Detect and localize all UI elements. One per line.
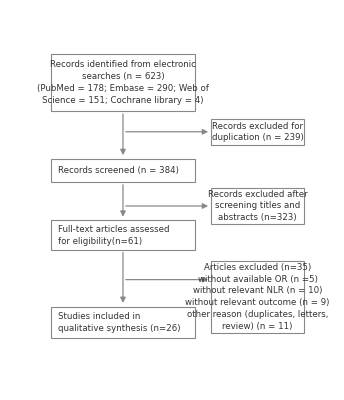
Text: Records identified from electronic
searches (n = 623)
(PubMed = 178; Embase = 29: Records identified from electronic searc… <box>37 60 209 105</box>
FancyBboxPatch shape <box>51 159 195 182</box>
FancyBboxPatch shape <box>51 307 195 338</box>
FancyBboxPatch shape <box>51 220 195 250</box>
Text: Studies included in
qualitative synthesis (n=26): Studies included in qualitative synthesi… <box>58 312 180 332</box>
Text: Records screened (n = 384): Records screened (n = 384) <box>58 166 179 175</box>
Text: Records excluded after
screening titles and
abstracts (n=323): Records excluded after screening titles … <box>208 190 308 222</box>
FancyBboxPatch shape <box>211 188 304 224</box>
FancyBboxPatch shape <box>51 54 195 111</box>
Text: Articles excluded (n=35)
without available OR (n =5)
without relevant NLR (n = 1: Articles excluded (n=35) without availab… <box>185 263 330 331</box>
FancyBboxPatch shape <box>211 260 304 333</box>
Text: Full-text articles assessed
for eligibility(n=61): Full-text articles assessed for eligibil… <box>58 225 169 246</box>
FancyBboxPatch shape <box>211 119 304 145</box>
Text: Records excluded for
duplication (n = 239): Records excluded for duplication (n = 23… <box>212 122 303 142</box>
